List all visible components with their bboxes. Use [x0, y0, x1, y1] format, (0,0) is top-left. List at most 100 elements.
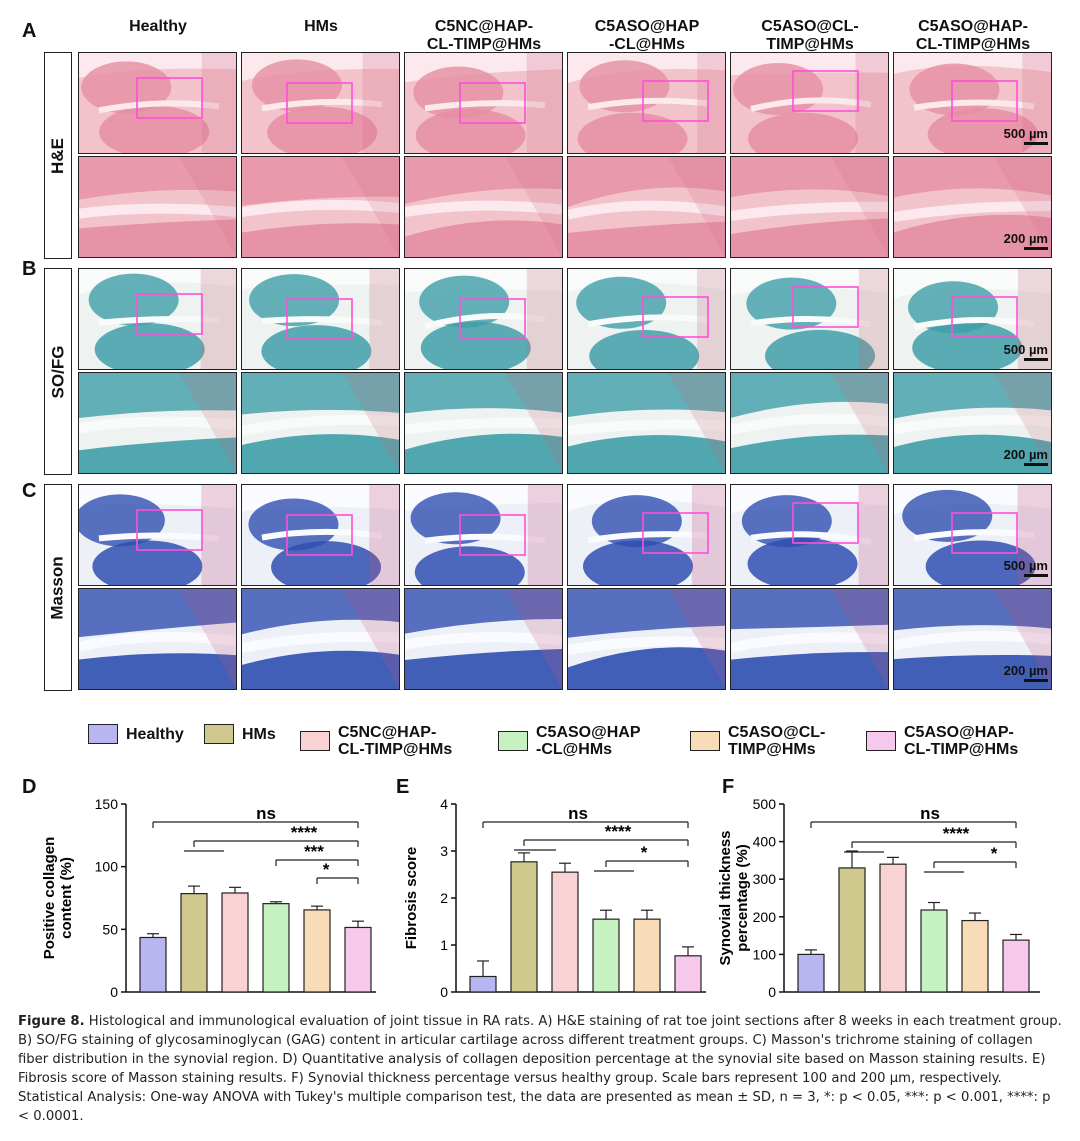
micrograph-tile [404, 52, 563, 154]
caption-label: Figure 8. [18, 1014, 85, 1029]
micrograph-tile [404, 156, 563, 258]
scale-bar-line [1024, 574, 1048, 577]
y-tick-label: 100 [753, 946, 777, 962]
y-tick-label: 3 [440, 843, 448, 859]
legend-item: C5ASO@HAP- CL-TIMP@HMs [866, 724, 1018, 758]
scale-bar-line [1024, 679, 1048, 682]
panel-letter-d: D [22, 776, 37, 798]
significance-label: ns [920, 804, 940, 823]
micrograph-tile [730, 52, 889, 154]
y-tick-label: 0 [110, 984, 118, 1000]
scale-bar-label: 200 µm [1003, 231, 1048, 246]
legend-label: C5ASO@HAP -CL@HMs [536, 724, 641, 758]
y-tick-label: 500 [753, 796, 777, 812]
panel-letter-b: B [22, 258, 37, 280]
micrograph-tile [893, 372, 1052, 474]
micrograph-tile [241, 588, 400, 690]
bar [221, 892, 249, 993]
y-tick-label: 0 [768, 984, 776, 1000]
legend-item: C5ASO@CL- TIMP@HMs [690, 724, 825, 758]
micrograph-tile [241, 268, 400, 370]
scale-bar-he-high: 200 µm [968, 231, 1048, 250]
bar [879, 863, 907, 993]
scale-bar-line [1024, 142, 1048, 145]
significance-label: *** [304, 842, 324, 861]
row-label-he-text: H&E [48, 137, 67, 174]
row-label-sofg: SO/FG [44, 268, 72, 475]
bar [920, 909, 948, 993]
bar [303, 909, 331, 993]
micrograph-tile [78, 268, 237, 370]
chart-collagen: Positive collagen content (%) 0 50 100 150 ns *… [41, 796, 376, 1000]
bar [592, 918, 620, 993]
legend: Healthy HMs C5NC@HAP- CL-TIMP@HMs C5ASO@HAP… [0, 720, 1080, 770]
micrograph-tile [567, 268, 726, 370]
micrograph-tile [241, 372, 400, 474]
micrograph-tile [893, 156, 1052, 258]
legend-label: C5ASO@HAP- CL-TIMP@HMs [904, 724, 1019, 758]
micrograph-tile [78, 484, 237, 586]
micrograph-tile [78, 52, 237, 154]
micrograph-tile [893, 268, 1052, 370]
micrograph-tile [730, 268, 889, 370]
significance-label: **** [943, 824, 970, 843]
panel-letter-e: E [396, 776, 410, 798]
legend-swatch [88, 724, 118, 744]
legend-swatch [300, 731, 330, 751]
bar [838, 867, 866, 993]
micrograph-tile [730, 588, 889, 690]
bar [961, 919, 989, 993]
legend-item: HMs [204, 724, 276, 744]
legend-label: Healthy [126, 725, 184, 743]
scale-bar-masson-high: 200 µm [968, 663, 1048, 682]
micrograph-tile [893, 52, 1052, 154]
micrograph-tile [567, 156, 726, 258]
micrograph-tile [893, 484, 1052, 586]
significance-label: * [323, 860, 330, 879]
scale-bar-line [1024, 358, 1048, 361]
row-label-masson: Masson [44, 484, 72, 691]
y-tick-label: 200 [753, 909, 777, 925]
micrograph-tile [404, 372, 563, 474]
bar [262, 903, 290, 993]
bar [1002, 939, 1030, 993]
y-tick-label: 150 [95, 796, 119, 812]
column-title: C5ASO@HAP- CL-TIMP@HMs [915, 18, 1031, 53]
scale-bar-sofg-low: 500 µm [968, 342, 1048, 361]
significance-label: **** [605, 822, 632, 841]
micrograph-tile [730, 372, 889, 474]
legend-label: C5ASO@CL- TIMP@HMs [728, 724, 826, 758]
panel-letter-f: F [722, 776, 735, 798]
significance-label: * [641, 843, 648, 862]
column-title: HMs [304, 18, 338, 35]
y-tick-label: 1 [440, 937, 448, 953]
column-title: C5NC@HAP- CL-TIMP@HMs [426, 18, 542, 53]
y-tick-label: 4 [440, 796, 448, 812]
figure-caption: Figure 8. Histological and immunological… [18, 1012, 1062, 1126]
micrograph-tile [567, 484, 726, 586]
significance-label: * [991, 844, 998, 863]
significance-label: ns [568, 804, 588, 823]
legend-item: C5ASO@HAP -CL@HMs [498, 724, 641, 758]
y-tick-label: 100 [95, 859, 119, 875]
panel-letter-a: A [22, 20, 37, 42]
micrograph-tile [404, 484, 563, 586]
chart-synovial: Synovial thickness percentage (%) 0 100 200 3… [717, 796, 1040, 1000]
legend-label: C5NC@HAP- CL-TIMP@HMs [338, 724, 453, 758]
micrograph-tile [730, 484, 889, 586]
y-axis-label: percentage (%) [734, 844, 751, 952]
bar [674, 955, 702, 993]
micrograph-tile [241, 52, 400, 154]
micrograph-tile [78, 372, 237, 474]
legend-label: HMs [242, 725, 276, 743]
y-axis-label: Fibrosis score [403, 847, 420, 950]
significance-label: **** [291, 823, 318, 842]
y-tick-label: 400 [753, 834, 777, 850]
row-label-masson-text: Masson [48, 555, 68, 620]
y-tick-label: 2 [440, 890, 448, 906]
column-title: Healthy [129, 18, 187, 35]
bar [551, 871, 579, 993]
legend-swatch [690, 731, 720, 751]
scale-bar-sofg-high: 200 µm [968, 447, 1048, 466]
